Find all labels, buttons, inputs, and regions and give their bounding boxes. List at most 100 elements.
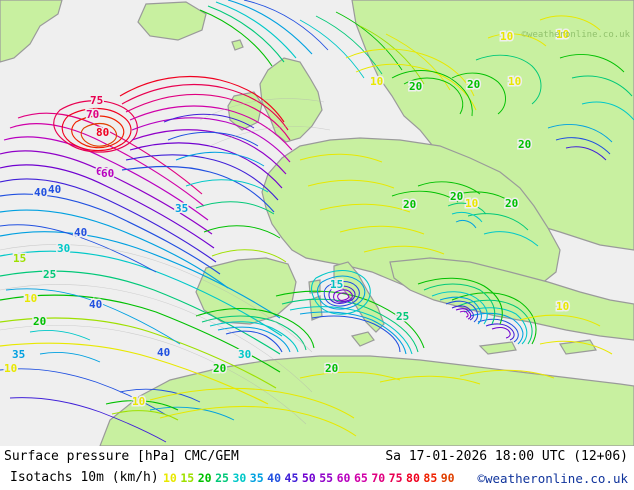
contour-label-halo: 10 [132, 395, 145, 408]
contour-label-10-26: 10 [500, 30, 513, 43]
contour-label-halo: 20 [213, 362, 226, 375]
legend-step-20[interactable]: 20 [197, 471, 212, 485]
legend-step-45[interactable]: 45 [284, 471, 299, 485]
contour-label-25-33: 25 [396, 310, 409, 323]
contour-label-40-2: 40 [48, 183, 61, 196]
legend-step-65[interactable]: 65 [353, 471, 368, 485]
land-sardinia [309, 295, 323, 321]
contour-label-halo: 10 [24, 292, 37, 305]
contour-label-halo: 60 [101, 167, 114, 180]
contour-label-40-8: 40 [74, 226, 87, 239]
contour-label-15-32: 15 [330, 278, 343, 291]
legend-step-85[interactable]: 85 [423, 471, 438, 485]
land-greenland [0, 0, 63, 63]
land-crete [478, 341, 517, 355]
legend-step-40[interactable]: 40 [267, 471, 282, 485]
map-canvas[interactable]: 40 40 60 60 40 40 30 30 15 15 25 25 10 10 20 20 40 40 40 40… [0, 0, 634, 446]
contour-label-halo: 25 [396, 310, 409, 323]
contour-label-halo: 20 [467, 78, 480, 91]
contour-label-20-22: 20 [403, 198, 416, 211]
isotach-color-scale[interactable]: 10 15 20 25 30 35 40 45 50 55 60 65 70 75 80 85 90 [163, 471, 458, 485]
footer-legend-bar: Surface pressure [hPa] CMC/GEM Sa 17-01-… [0, 446, 634, 490]
contour-label-halo: 20 [325, 362, 338, 375]
legend-step-25[interactable]: 25 [215, 471, 229, 485]
contour-label-10-11: 10 [4, 362, 17, 375]
legend-step-75[interactable]: 75 [388, 471, 403, 485]
legend-step-70[interactable]: 70 [371, 471, 386, 485]
contour-label-10-29: 10 [556, 300, 569, 313]
contour-label-halo: 15 [330, 278, 343, 291]
contour-label-30-35: 30 [238, 348, 251, 361]
contour-label-10-20: 10 [508, 75, 521, 88]
contour-label-20-24: 20 [505, 197, 518, 210]
contour-label-halo: 10 [4, 362, 17, 375]
contour-label-40-0: 40 [34, 186, 47, 199]
contour-label-halo: 80 [96, 126, 109, 139]
land-iceland [137, 1, 207, 41]
contour-label-10-21: 10 [370, 75, 383, 88]
contour-label-halo: 40 [89, 298, 102, 311]
contour-label-10-31: 10 [132, 395, 145, 408]
legend-step-55[interactable]: 55 [319, 471, 334, 485]
contour-label-30-3: 30 [57, 242, 70, 255]
contour-label-halo: 10 [508, 75, 521, 88]
contour-label-20-19: 20 [467, 78, 480, 91]
legend-step-35[interactable]: 35 [249, 471, 264, 485]
contour-label-20-18: 20 [409, 80, 422, 93]
map-graphic: 4040606040403030151525251010202040404040… [0, 0, 634, 446]
contour-label-75-13: 75 [90, 94, 103, 107]
contour-label-35-17: 35 [175, 202, 188, 215]
contour-label-halo: 10 [370, 75, 383, 88]
contour-label-35-10: 35 [12, 348, 25, 361]
contour-label-halo: 20 [403, 198, 416, 211]
land-sicily [350, 331, 375, 347]
contour-label-20-28: 20 [450, 190, 463, 203]
contour-label-halo: 20 [450, 190, 463, 203]
contour-label-15-4: 15 [13, 252, 26, 265]
contour-label-halo: 60 [96, 165, 109, 178]
contour-label-halo: 40 [157, 346, 170, 359]
contour-label-halo: 20 [33, 315, 46, 328]
contour-label-80-15: 80 [96, 126, 109, 139]
legend-step-30[interactable]: 30 [232, 471, 247, 485]
copyright-label: ©weatheronline.co.uk [477, 471, 628, 486]
contour-label-10-27: 10 [556, 28, 569, 41]
contour-label-halo: 35 [175, 202, 188, 215]
footer-row-legend: Isotachs 10m (km/h) 10 15 20 25 30 35 40 45 50 55… [0, 467, 634, 489]
land-iberia [195, 257, 297, 325]
valid-time: Sa 17-01-2026 18:00 UTC (12+06) [385, 449, 628, 464]
map-watermark: ©weatheronline.co.uk [521, 30, 630, 40]
contour-label-halo: 10 [465, 197, 478, 210]
contour-label-halo: 40 [48, 183, 61, 196]
legend-step-15[interactable]: 15 [180, 471, 195, 485]
land-faroe [231, 39, 244, 51]
contour-label-40-9: 40 [89, 298, 102, 311]
contour-label-60-16: 60 [101, 167, 114, 180]
contour-label-20-34: 20 [213, 362, 226, 375]
contour-label-60-1: 60 [96, 165, 109, 178]
contour-labels: 4040606040403030151525251010202040404040… [3, 27, 571, 410]
legend-step-80[interactable]: 80 [406, 471, 420, 485]
pressure-isobars [0, 98, 331, 425]
footer-row-product: Surface pressure [hPa] CMC/GEM Sa 17-01-… [0, 446, 634, 468]
contour-label-halo: 20 [409, 80, 422, 93]
contour-label-halo: 30 [57, 242, 70, 255]
isotach-contours-europe [163, 15, 634, 263]
contour-label-halo: 20 [505, 197, 518, 210]
legend-step-10[interactable]: 10 [163, 471, 177, 485]
contour-label-halo: 20 [518, 138, 531, 151]
contour-label-halo: 75 [90, 94, 103, 107]
contour-label-halo: 15 [13, 252, 26, 265]
contour-label-20-25: 20 [518, 138, 531, 151]
legend-step-60[interactable]: 60 [336, 471, 351, 485]
contour-label-halo: 10 [500, 30, 513, 43]
isotach-contours-mediterranean [105, 269, 613, 437]
legend-step-90[interactable]: 90 [440, 471, 455, 485]
contour-label-halo: 35 [12, 348, 25, 361]
contour-label-halo: 70 [86, 108, 99, 121]
contour-label-halo: 30 [238, 348, 251, 361]
contour-label-20-30: 20 [325, 362, 338, 375]
contour-label-halo: 40 [74, 226, 87, 239]
legend-step-50[interactable]: 50 [301, 471, 316, 485]
